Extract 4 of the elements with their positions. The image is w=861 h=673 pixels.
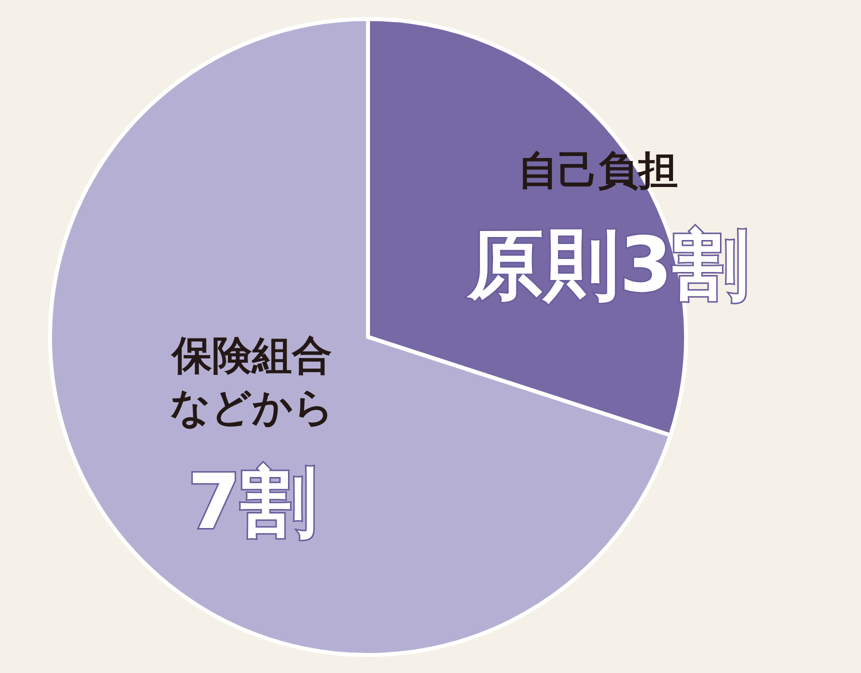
data-label: 原則3割 bbox=[465, 220, 748, 309]
slice-label: 保険組合などから bbox=[170, 333, 334, 432]
data-label: 7割 bbox=[188, 457, 317, 546]
slice-label: 自己負担 bbox=[518, 148, 678, 194]
